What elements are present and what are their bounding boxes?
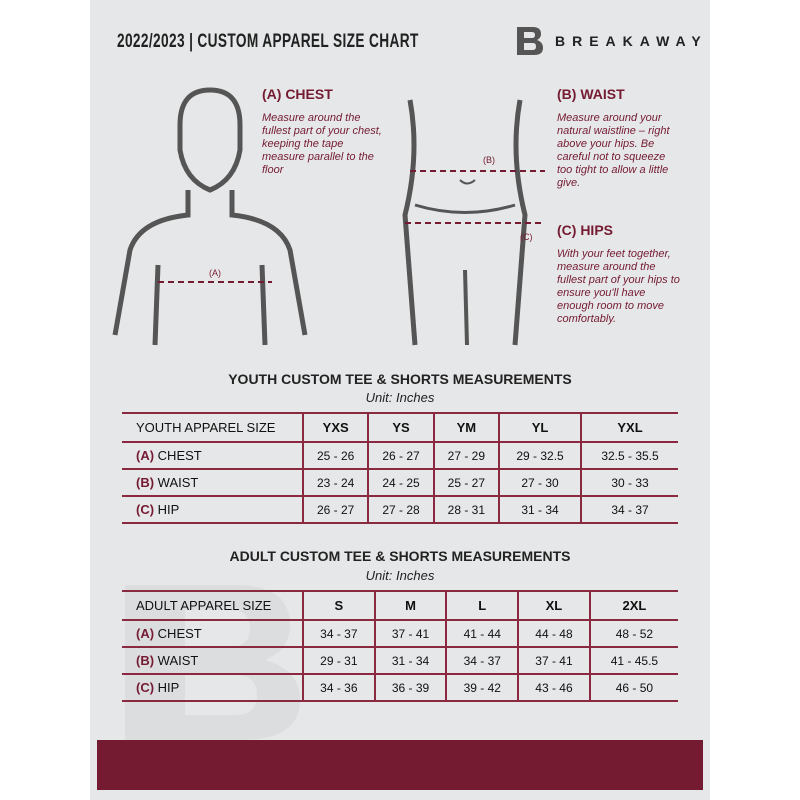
measure-letter: (C) — [136, 679, 155, 695]
size-header: XL — [517, 590, 590, 621]
table-cell: 31 - 34 — [373, 646, 447, 675]
table-cell: 44 - 48 — [517, 619, 590, 648]
measure-letter: (B) — [136, 652, 155, 668]
brand-name: BREAKAWAY — [555, 33, 708, 49]
table-cell: 29 - 32.5 — [498, 441, 582, 470]
table-cell: 32.5 - 35.5 — [580, 441, 678, 470]
table-cell: 39 - 42 — [445, 673, 519, 702]
size-header: L — [445, 590, 519, 621]
table-cell: 26 - 27 — [367, 441, 434, 470]
measure-name: WAIST — [157, 474, 199, 490]
table-cell: 30 - 33 — [580, 468, 678, 497]
table-cell: 34 - 37 — [580, 495, 678, 524]
table-row: (B) WAIST 29 - 31 31 - 34 34 - 37 37 - 41 41 … — [122, 646, 678, 675]
measure-name: CHEST — [157, 625, 202, 641]
table-cell: 26 - 27 — [301, 495, 369, 524]
table-row: (B) WAIST 23 - 24 24 - 25 25 - 27 27 - 30 30 … — [122, 468, 678, 497]
youth-size-table: YOUTH APPAREL SIZE YXS YS YM YL YXL (A) CHEST 2… — [122, 412, 678, 524]
breakaway-logo-icon — [517, 27, 543, 55]
table-cell: 23 - 24 — [301, 468, 369, 497]
size-header: YS — [367, 412, 434, 443]
table-cell: 37 - 41 — [517, 646, 590, 675]
table-cell: 41 - 45.5 — [588, 646, 678, 675]
waist-hip-figure-icon — [402, 99, 545, 346]
measure-label: (C) HIP — [122, 673, 303, 702]
table-cell: 27 - 30 — [498, 468, 582, 497]
measure-letter: (C) — [136, 501, 155, 517]
measure-label: (B) WAIST — [122, 646, 303, 675]
table-cell: 27 - 29 — [432, 441, 500, 470]
chest-heading: (A) CHEST — [262, 86, 333, 102]
table-header-row: YOUTH APPAREL SIZE YXS YS YM YL YXL — [122, 412, 678, 443]
waist-marker: (B) — [483, 155, 495, 165]
youth-section-title: YOUTH CUSTOM TEE & SHORTS MEASUREMENTS — [228, 371, 572, 387]
table-row: (C) HIP 26 - 27 27 - 28 28 - 31 31 - 34 34 - … — [122, 495, 678, 524]
measure-letter: (B) — [136, 474, 155, 490]
measure-name: CHEST — [157, 447, 202, 463]
table-row: (A) CHEST 25 - 26 26 - 27 27 - 29 29 - 32.5 3… — [122, 441, 678, 470]
size-label: ADULT APPAREL SIZE — [122, 590, 303, 621]
table-header-row: ADULT APPAREL SIZE S M L XL 2XL — [122, 590, 678, 621]
table-cell: 36 - 39 — [373, 673, 447, 702]
table-cell: 34 - 37 — [302, 619, 375, 648]
measure-letter: (A) — [136, 625, 155, 641]
table-cell: 31 - 34 — [498, 495, 582, 524]
chest-marker: (A) — [209, 268, 221, 278]
size-header: 2XL — [588, 590, 678, 621]
table-cell: 41 - 44 — [445, 619, 519, 648]
page-title: 2022/2023 | CUSTOM APPAREL SIZE CHART — [117, 31, 419, 52]
measure-name: HIP — [157, 679, 180, 695]
hip-marker: (C) — [520, 232, 533, 242]
measure-name: WAIST — [157, 652, 199, 668]
size-header: S — [302, 590, 375, 621]
chest-figure-icon — [112, 87, 308, 346]
table-cell: 28 - 31 — [432, 495, 500, 524]
table-cell: 25 - 27 — [432, 468, 500, 497]
youth-unit: Unit: Inches — [365, 390, 435, 405]
waist-heading: (B) WAIST — [557, 86, 625, 102]
measure-label: (C) HIP — [122, 495, 303, 524]
size-header: YXL — [580, 412, 678, 443]
table-cell: 48 - 52 — [588, 619, 678, 648]
table-cell: 37 - 41 — [373, 619, 447, 648]
table-row: (C) HIP 34 - 36 36 - 39 39 - 42 43 - 46 46 - … — [122, 673, 678, 702]
adult-unit: Unit: Inches — [365, 568, 435, 583]
chest-instructions: Measure around the fullest part of your … — [262, 112, 382, 176]
measure-label: (A) CHEST — [122, 441, 303, 470]
waist-instructions: Measure around your natural waistline – … — [557, 112, 670, 189]
measure-name: HIP — [157, 501, 180, 517]
size-header: YL — [498, 412, 582, 443]
table-row: (A) CHEST 34 - 37 37 - 41 41 - 44 44 - 48 48 … — [122, 619, 678, 648]
measure-label: (A) CHEST — [122, 619, 303, 648]
table-cell: 24 - 25 — [367, 468, 434, 497]
size-header: M — [373, 590, 447, 621]
size-header: YXS — [301, 412, 369, 443]
adult-size-table: ADULT APPAREL SIZE S M L XL 2XL (A) CHEST 34 - … — [122, 590, 678, 702]
size-header: YM — [432, 412, 500, 443]
table-cell: 25 - 26 — [301, 441, 369, 470]
table-cell: 43 - 46 — [517, 673, 590, 702]
footer-bar — [97, 740, 703, 790]
table-cell: 46 - 50 — [588, 673, 678, 702]
table-cell: 29 - 31 — [302, 646, 375, 675]
size-label: YOUTH APPAREL SIZE — [122, 412, 303, 443]
measure-label: (B) WAIST — [122, 468, 303, 497]
table-cell: 27 - 28 — [367, 495, 434, 524]
table-cell: 34 - 37 — [445, 646, 519, 675]
measure-letter: (A) — [136, 447, 155, 463]
adult-section-title: ADULT CUSTOM TEE & SHORTS MEASUREMENTS — [229, 548, 571, 564]
hips-heading: (C) HIPS — [557, 222, 613, 238]
hips-instructions: With your feet together, measure around … — [557, 248, 680, 325]
table-cell: 34 - 36 — [302, 673, 375, 702]
